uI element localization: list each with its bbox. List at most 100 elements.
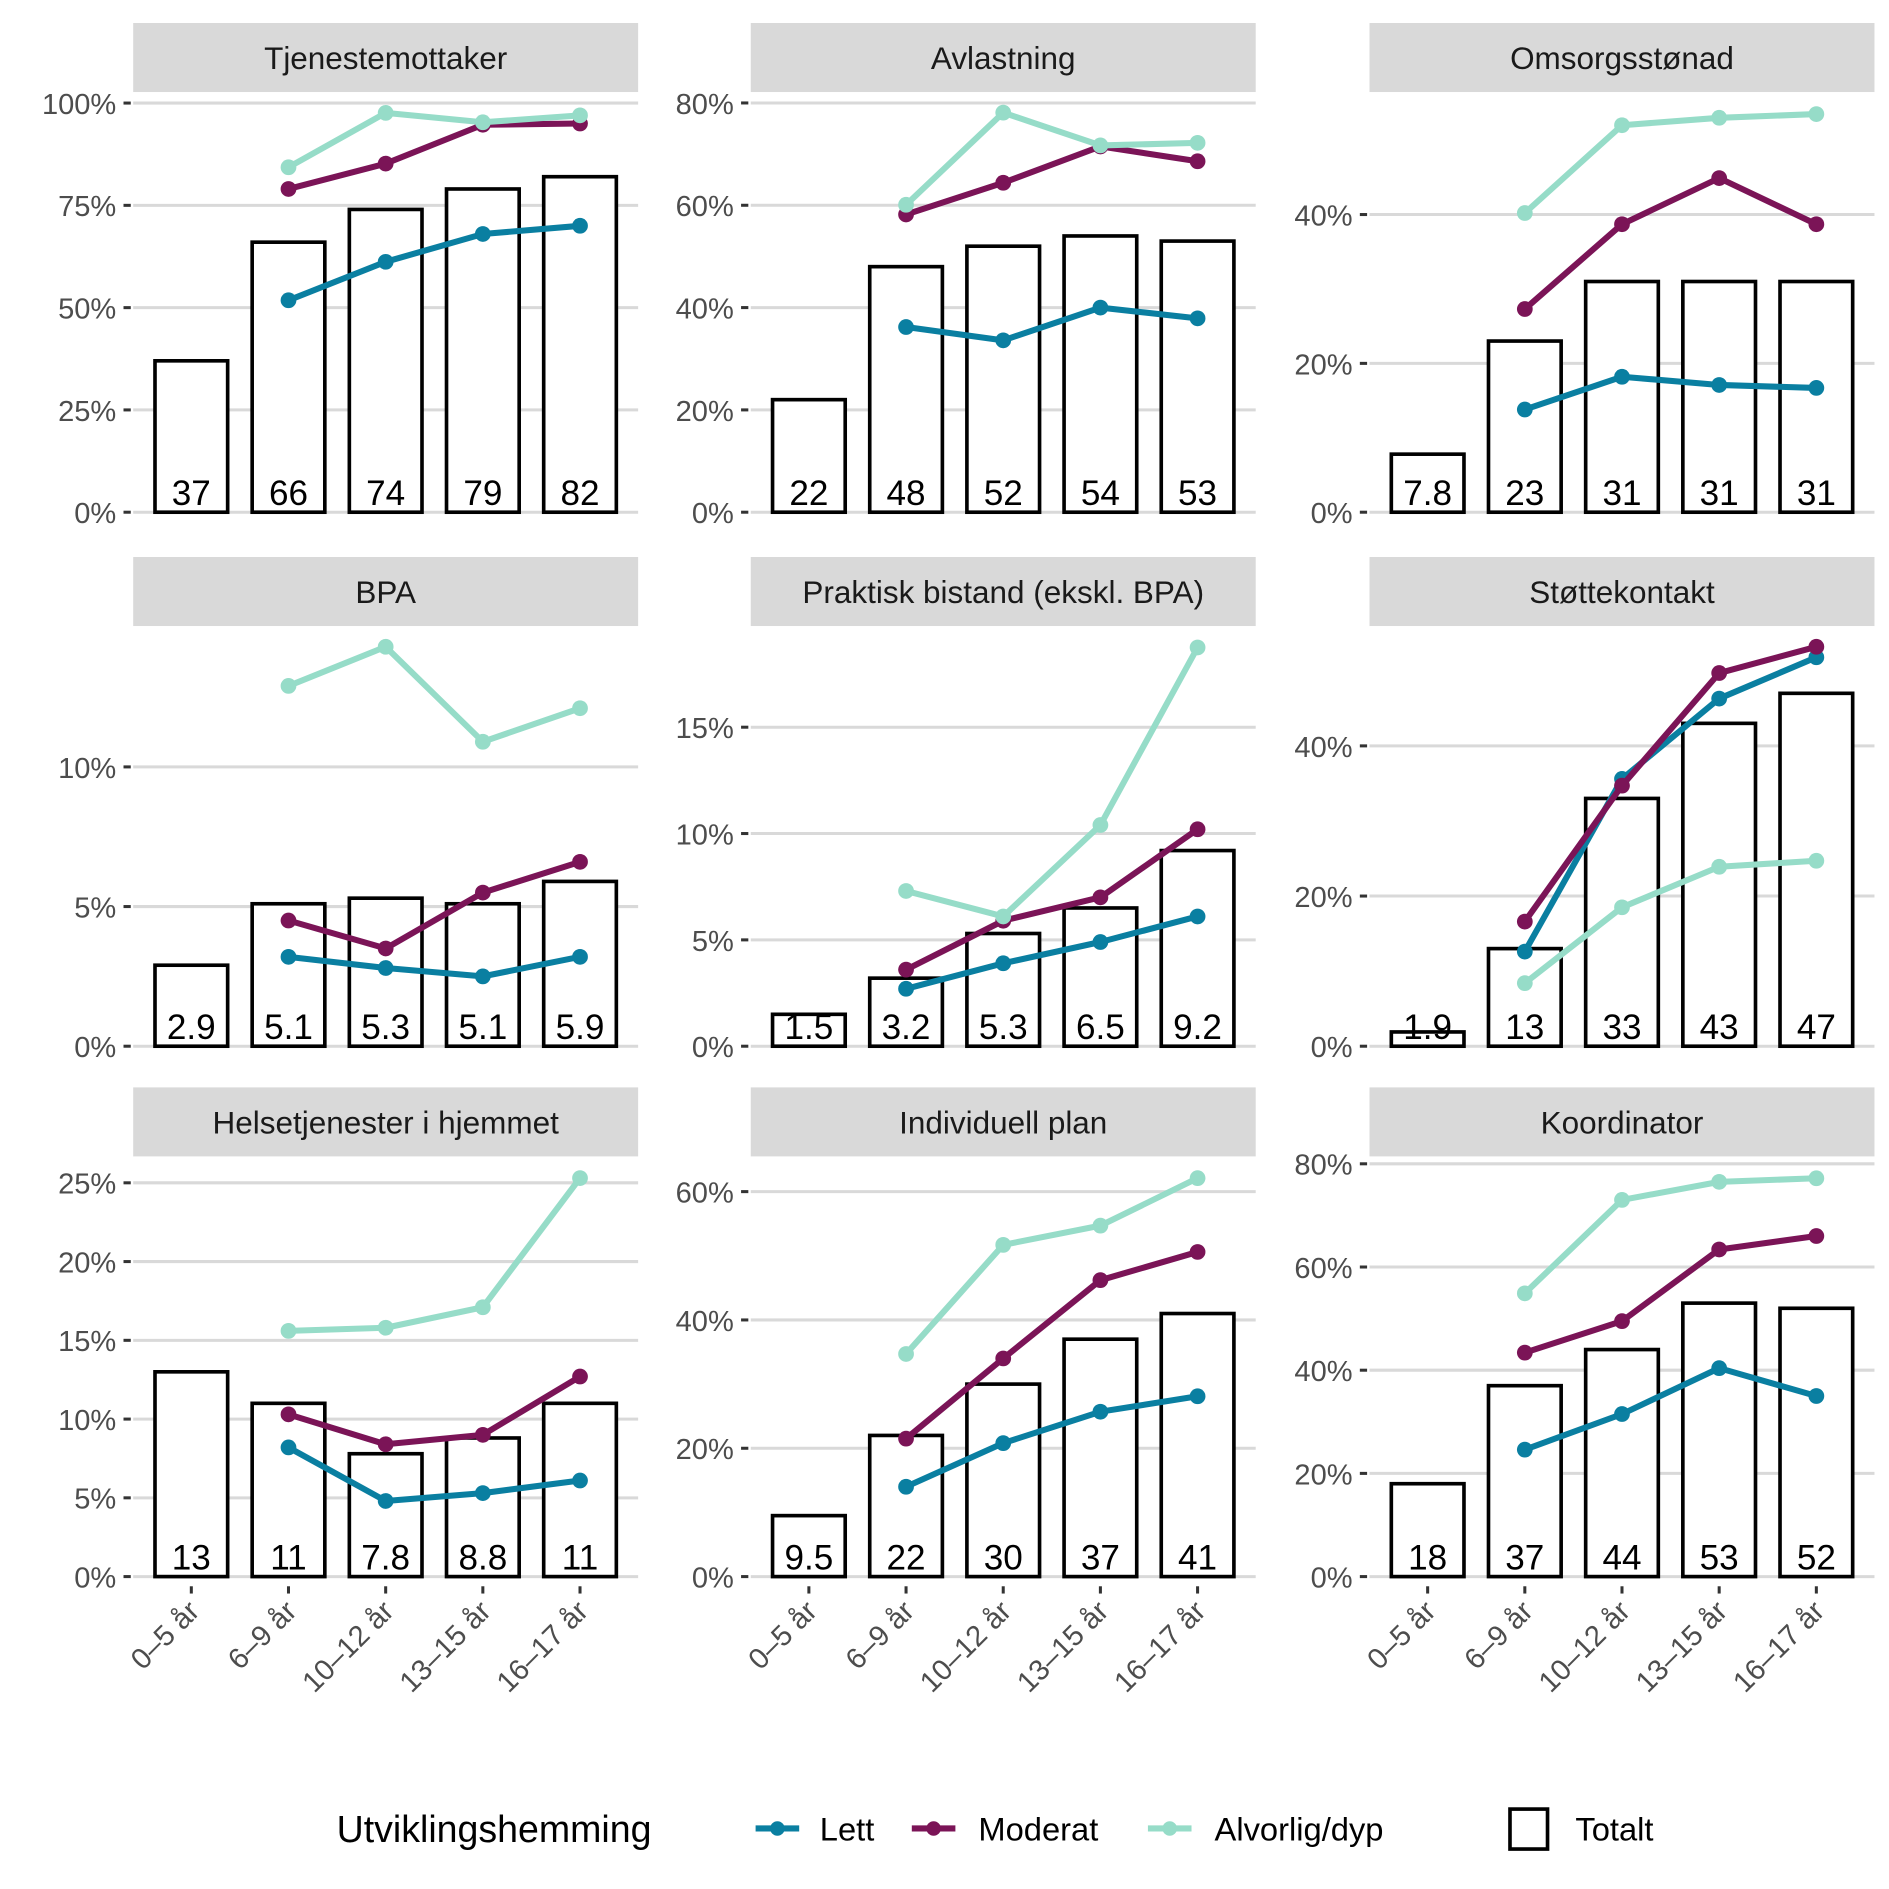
panel-title: Koordinator bbox=[1541, 1105, 1704, 1140]
bar-totalt bbox=[1583, 1347, 1661, 1579]
line-lett bbox=[1523, 1365, 1818, 1453]
y-tick-label: 20% bbox=[58, 1247, 116, 1279]
point-lett bbox=[377, 1493, 394, 1509]
legend-item-alvorlig: Alvorlig/dyp bbox=[1147, 1811, 1383, 1848]
point-moderat bbox=[1516, 1344, 1533, 1361]
point-alvorlig-dyp bbox=[377, 638, 394, 655]
point-lett bbox=[474, 1485, 491, 1501]
strip bbox=[750, 1087, 1256, 1157]
panel-title: Tjenestemottaker bbox=[264, 41, 507, 76]
point-moderat bbox=[1189, 153, 1206, 170]
bar-label: 23 bbox=[1505, 474, 1544, 513]
bar-label: 11 bbox=[562, 1538, 598, 1577]
bar-label: 1.5 bbox=[784, 1008, 833, 1047]
bar-totalt bbox=[965, 931, 1042, 1049]
point-moderat bbox=[377, 1436, 394, 1453]
point-alvorlig-dyp bbox=[280, 678, 297, 694]
bar-label: 44 bbox=[1602, 1538, 1641, 1577]
bar-totalt bbox=[1583, 279, 1661, 515]
bar-totalt bbox=[867, 264, 945, 515]
point-lett bbox=[1614, 368, 1630, 385]
point-alvorlig-dyp bbox=[1614, 899, 1630, 916]
strip bbox=[1369, 1087, 1875, 1157]
bar-label: 5.9 bbox=[556, 1008, 605, 1047]
point-lett bbox=[995, 332, 1012, 349]
x-tick-label: 10–12 år bbox=[297, 1595, 401, 1699]
y-tick-label: 20% bbox=[676, 1434, 734, 1466]
x-tick-label: 6–9 år bbox=[840, 1595, 921, 1676]
bar-totalt bbox=[1778, 1306, 1855, 1579]
y-tick-label: 40% bbox=[676, 293, 734, 325]
bar-label: 22 bbox=[887, 1538, 926, 1577]
y-tick-label: 0% bbox=[74, 1032, 116, 1064]
line-moderat bbox=[1522, 643, 1818, 924]
point-alvorlig-dyp bbox=[1711, 109, 1728, 126]
point-lett bbox=[1516, 1441, 1533, 1458]
y-tick-label: 25% bbox=[58, 396, 116, 428]
x-tick-label: 10–12 år bbox=[1533, 1595, 1637, 1699]
point-alvorlig-dyp bbox=[1092, 817, 1109, 833]
bar-label: 74 bbox=[366, 474, 405, 513]
bar-label: 11 bbox=[270, 1538, 306, 1577]
bar-totalt bbox=[1583, 796, 1661, 1049]
line-lett bbox=[904, 1393, 1199, 1490]
line-lett bbox=[288, 953, 581, 980]
bar-label: 2.9 bbox=[167, 1008, 216, 1047]
y-tick-label: 0% bbox=[1311, 1562, 1353, 1594]
legend-key-totalt bbox=[1508, 1807, 1550, 1851]
x-tick-label: 16–17 år bbox=[491, 1595, 595, 1699]
y-tick-label: 20% bbox=[1294, 882, 1352, 914]
bar-label: 3.2 bbox=[882, 1008, 931, 1047]
point-lett bbox=[898, 980, 914, 997]
legend-dot-moderat bbox=[926, 1821, 941, 1836]
legend-item-totalt: Totalt bbox=[1508, 1807, 1654, 1851]
point-alvorlig-dyp bbox=[898, 883, 914, 899]
line-lett bbox=[1523, 373, 1817, 413]
point-moderat bbox=[1808, 1228, 1825, 1244]
point-moderat bbox=[1808, 216, 1825, 233]
line-lett bbox=[905, 913, 1199, 992]
bar-label: 9.2 bbox=[1173, 1008, 1222, 1047]
y-tick-label: 15% bbox=[676, 713, 734, 745]
point-moderat bbox=[898, 1430, 914, 1447]
bar-label: 5.3 bbox=[361, 1008, 410, 1047]
bar-label: 41 bbox=[1178, 1538, 1217, 1577]
line-moderat bbox=[1522, 175, 1818, 312]
point-moderat bbox=[572, 853, 588, 870]
point-alvorlig-dyp bbox=[474, 114, 491, 131]
point-alvorlig-dyp bbox=[377, 1319, 394, 1336]
point-alvorlig-dyp bbox=[1516, 975, 1533, 992]
legend: Utviklingshemming Lett Moderat Alvorlig/… bbox=[337, 1807, 1654, 1851]
point-alvorlig-dyp bbox=[995, 1237, 1012, 1253]
strip bbox=[133, 1087, 639, 1157]
bar-totalt bbox=[153, 359, 230, 515]
x-tick-label: 13–15 år bbox=[1011, 1595, 1115, 1699]
bar-totalt bbox=[1389, 1481, 1466, 1579]
point-alvorlig-dyp bbox=[1808, 1170, 1825, 1187]
y-tick-label: 5% bbox=[692, 926, 734, 958]
point-lett bbox=[474, 226, 491, 242]
bar-totalt bbox=[1062, 1337, 1139, 1579]
point-moderat bbox=[1614, 1313, 1630, 1330]
line-lett bbox=[287, 222, 581, 304]
y-tick-label: 0% bbox=[1311, 498, 1353, 530]
bar-label: 66 bbox=[269, 474, 308, 513]
point-lett bbox=[377, 960, 394, 976]
point-lett bbox=[1189, 908, 1206, 925]
y-tick-label: 0% bbox=[1311, 1032, 1353, 1064]
point-alvorlig-dyp bbox=[898, 196, 914, 213]
y-tick-label: 60% bbox=[676, 1178, 734, 1210]
point-lett bbox=[995, 955, 1012, 972]
bar-label: 43 bbox=[1700, 1008, 1739, 1047]
point-moderat bbox=[377, 940, 394, 957]
point-lett bbox=[280, 948, 297, 965]
line-lett bbox=[1522, 654, 1818, 954]
point-lett bbox=[572, 1472, 588, 1489]
bar-totalt bbox=[1159, 239, 1236, 515]
y-tick-label: 0% bbox=[74, 498, 116, 530]
y-tick-label: 40% bbox=[1294, 200, 1352, 232]
point-alvorlig-dyp bbox=[898, 1346, 914, 1362]
bar-label: 79 bbox=[463, 474, 502, 513]
point-alvorlig-dyp bbox=[280, 1323, 297, 1339]
bar-totalt bbox=[867, 976, 945, 1049]
